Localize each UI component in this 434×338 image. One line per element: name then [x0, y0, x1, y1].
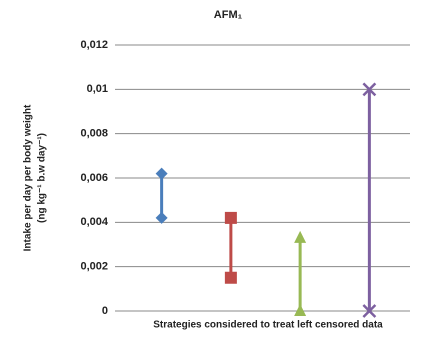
marker	[155, 211, 168, 224]
marker	[294, 304, 307, 316]
y-tick-label: 0,012	[80, 39, 108, 51]
marker	[362, 82, 377, 97]
y-tick-label: 0	[102, 305, 108, 317]
marker	[224, 271, 237, 284]
marker	[224, 211, 237, 224]
y-axis-label: Intake per day per body weight	[23, 104, 34, 251]
y-tick-label: 0,008	[80, 128, 108, 140]
y-tick-label: 0,004	[80, 216, 108, 228]
y-tick-label: 0,01	[87, 83, 108, 95]
y-axis-label: (ng kg⁻¹ b.w day⁻¹)	[37, 133, 48, 223]
x-axis-label: Strategies considered to treat left cens…	[153, 320, 383, 331]
marker	[294, 230, 307, 243]
chart-title: AFM₁	[214, 9, 243, 21]
y-tick-label: 0,002	[80, 261, 108, 273]
marker	[155, 167, 168, 180]
y-tick-label: 0,006	[80, 172, 108, 184]
marker	[362, 304, 377, 318]
